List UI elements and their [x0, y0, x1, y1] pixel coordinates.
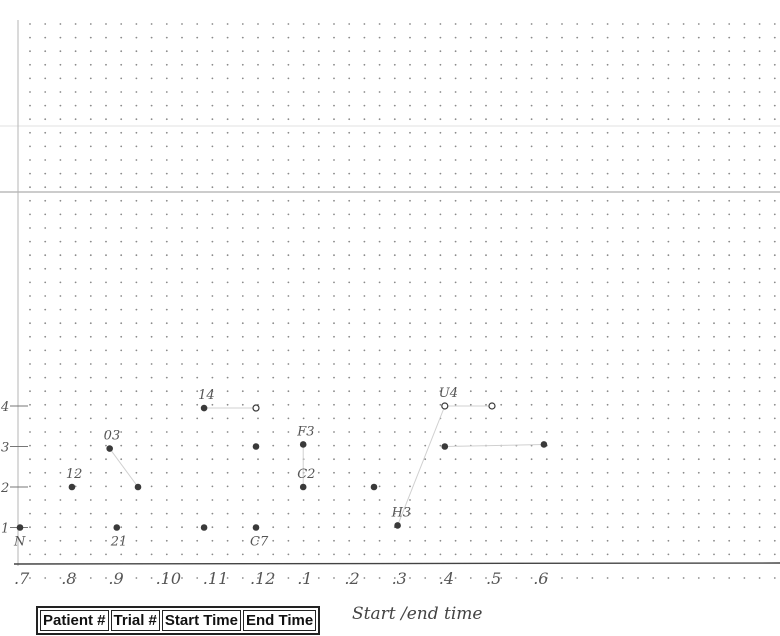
point-labels: N 12 03 21 14 C7 F3 C2 H3 U4 — [13, 386, 458, 550]
column-header: Start Time — [161, 610, 241, 631]
x-tick-label: .2 — [344, 569, 359, 588]
x-tick-label: .12 — [250, 569, 275, 588]
y-tick-labels: 1 2 3 4 — [0, 400, 9, 537]
x-tick-labels: .7 .8 .9 .10 .11 .12 .1 .2 .3 .4 .5 .6 — [14, 569, 548, 588]
x-axis — [13, 562, 780, 565]
column-header: End Time — [242, 610, 317, 631]
dot-grid — [29, 23, 776, 579]
x-tick-label: .4 — [439, 569, 454, 588]
data-point — [299, 441, 307, 448]
point-label: C7 — [250, 535, 269, 550]
point-label: F3 — [296, 424, 314, 439]
data-point — [394, 522, 401, 529]
point-label: 12 — [66, 467, 83, 482]
point-label: 03 — [104, 429, 121, 444]
point-label: N — [13, 535, 26, 550]
y-tick-label: 4 — [0, 400, 9, 415]
guide-line — [444, 443, 544, 447]
column-header: Patient # — [40, 610, 109, 631]
handwritten-note: Start /end time — [352, 604, 483, 624]
data-point — [252, 524, 260, 531]
point-label: C2 — [297, 467, 315, 482]
data-point — [540, 441, 548, 448]
x-tick-label: .1 — [297, 569, 312, 588]
data-point — [441, 443, 449, 450]
x-tick-label: .5 — [486, 569, 501, 588]
point-label: U4 — [439, 386, 458, 401]
data-point — [16, 524, 24, 531]
guide-line — [397, 405, 446, 526]
column-header-table: Patient # Trial # Start Time End Time — [36, 606, 321, 635]
data-point — [252, 443, 260, 450]
x-tick-label: .11 — [203, 569, 228, 588]
data-point — [106, 445, 113, 452]
y-tick-label: 3 — [1, 441, 9, 456]
data-points — [16, 402, 548, 531]
data-point — [113, 524, 121, 531]
data-point — [134, 483, 142, 491]
data-point — [252, 404, 260, 412]
x-tick-label: .6 — [533, 569, 548, 588]
column-header: Trial # — [110, 610, 160, 631]
faint-pencil-lines — [109, 405, 544, 526]
data-point — [370, 483, 378, 491]
header-row: Patient # Trial # Start Time End Time — [40, 610, 317, 631]
point-label: 21 — [110, 535, 128, 550]
data-point — [488, 402, 496, 410]
data-point — [200, 404, 208, 412]
x-tick-label: .7 — [14, 569, 30, 588]
x-tick-label: .3 — [392, 569, 407, 588]
data-point — [68, 483, 76, 491]
guide-line — [109, 448, 139, 488]
point-label: H3 — [391, 505, 412, 520]
x-tick-label: .8 — [61, 569, 76, 588]
y-tick-label: 2 — [0, 481, 9, 496]
data-point — [299, 483, 307, 491]
data-point — [441, 402, 449, 410]
point-label: 14 — [198, 388, 215, 403]
y-tick-label: 1 — [1, 522, 9, 537]
x-tick-label: .9 — [108, 569, 123, 588]
x-tick-label: .10 — [156, 569, 181, 588]
data-point — [200, 524, 208, 531]
y-tick-marks — [10, 405, 28, 528]
